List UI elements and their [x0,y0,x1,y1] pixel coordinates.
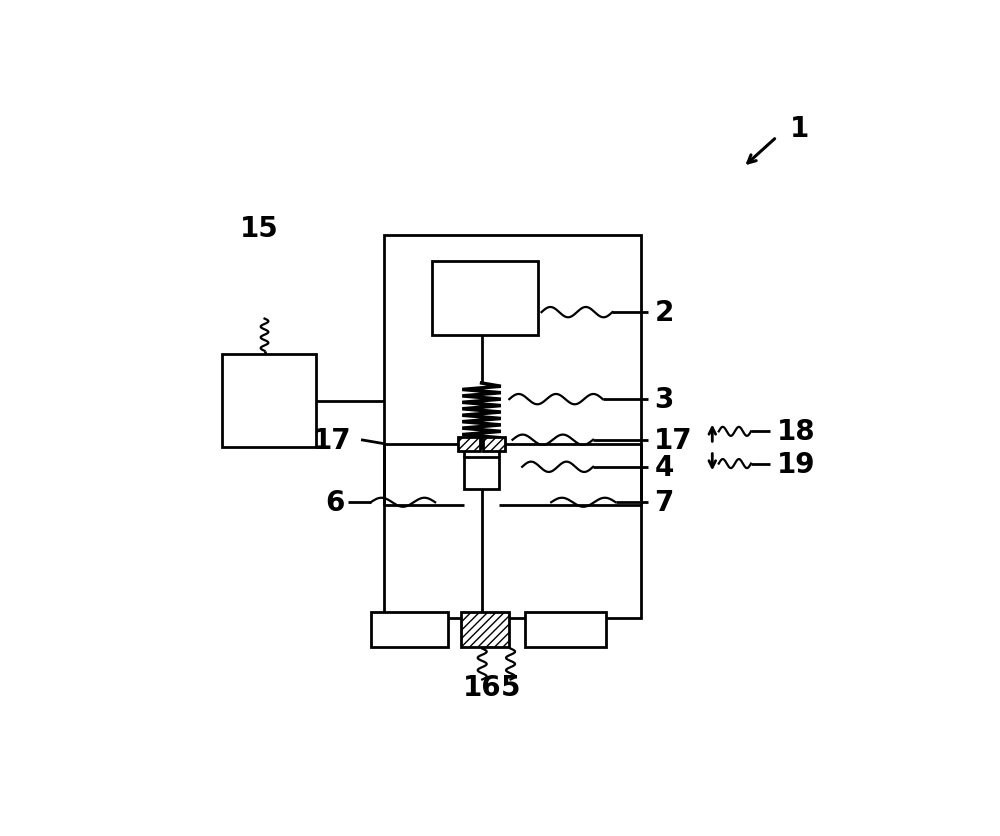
Bar [483,437,505,451]
Text: 5: 5 [501,674,520,701]
Bar [525,612,606,647]
Text: 18: 18 [777,418,815,446]
Bar [458,437,480,451]
Bar [464,457,499,490]
Text: 3: 3 [654,385,674,414]
Text: 17: 17 [654,426,693,454]
Text: 2: 2 [654,298,674,327]
Bar [461,612,509,647]
Text: 17: 17 [313,426,351,454]
Text: 15: 15 [240,215,279,243]
Text: 19: 19 [777,450,815,478]
Text: 6: 6 [326,489,345,517]
Bar [371,612,448,647]
Text: 16: 16 [463,674,502,701]
Bar [222,354,316,448]
Bar [432,261,538,335]
Text: 1: 1 [790,115,809,143]
Text: 4: 4 [654,453,674,482]
Bar [384,236,641,619]
Text: 7: 7 [654,489,674,517]
